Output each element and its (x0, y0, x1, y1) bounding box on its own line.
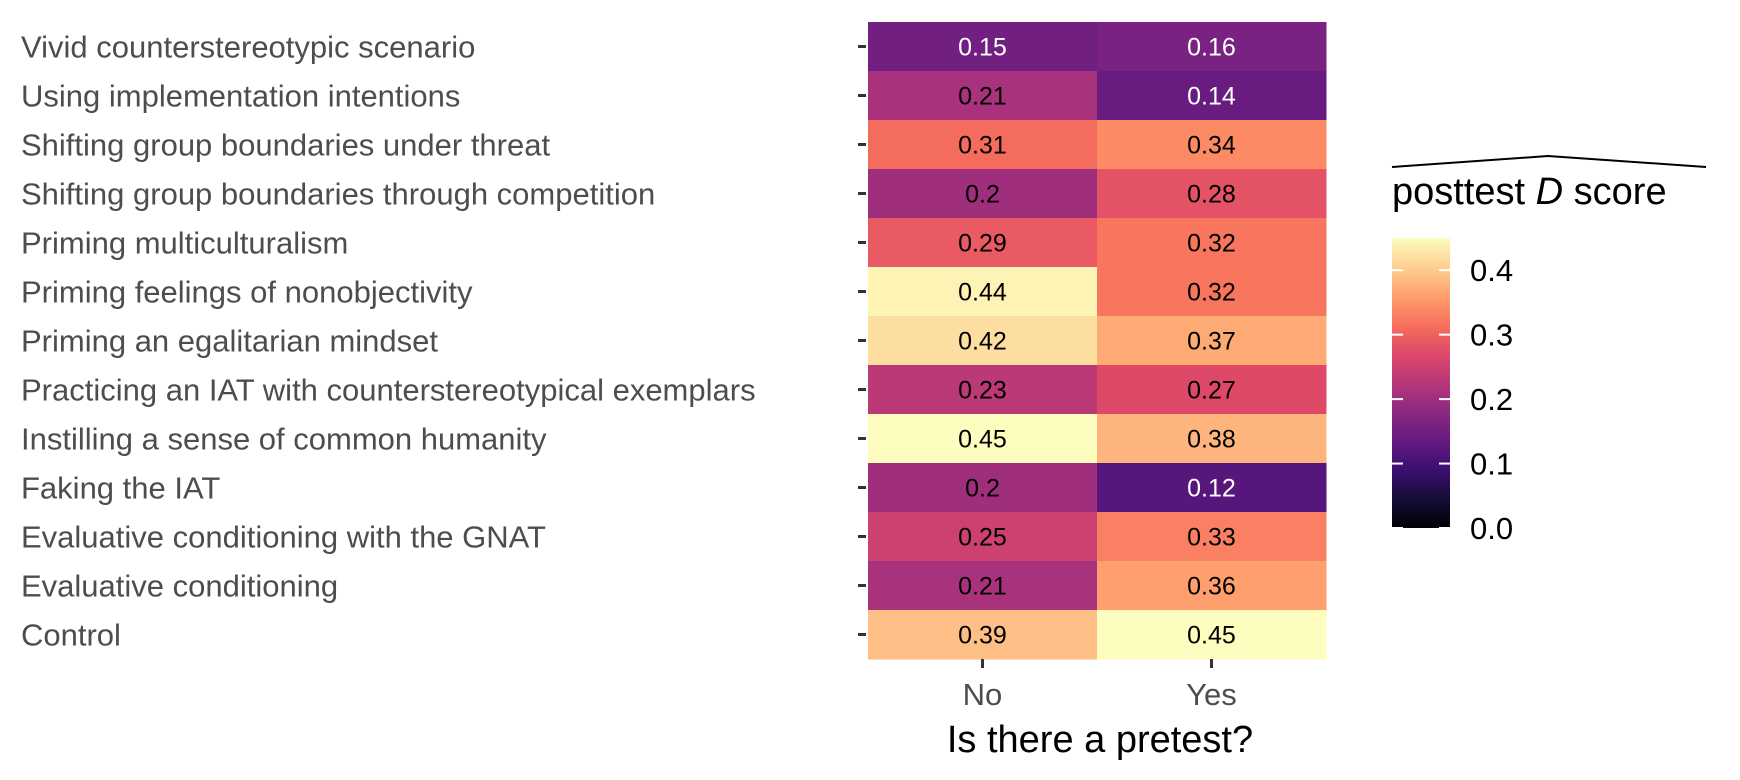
heatmap-cell-label: 0.34 (1187, 132, 1236, 160)
x-axis-ticks (981, 659, 1213, 668)
heatmap-cell (868, 120, 1098, 170)
y-tick-label: Evaluative conditioning with the GNAT (21, 520, 546, 555)
color-legend: posttest D score 0.0 0.1 0.2 0.3 0.4 (1391, 154, 1707, 546)
heatmap-cell-label: 0.29 (958, 230, 1007, 258)
legend-title-suffix: score (1563, 171, 1666, 213)
y-tick-label: Control (21, 618, 121, 653)
heatmap-cell (868, 610, 1098, 660)
legend-tick-label: 0.0 (1470, 511, 1513, 546)
y-tick-label: Shifting group boundaries under threat (21, 128, 550, 163)
heatmap-cells (868, 22, 1327, 660)
heatmap-cell-label: 0.33 (1187, 524, 1236, 552)
y-tick-label: Evaluative conditioning (21, 569, 338, 604)
y-tick-label: Priming an egalitarian mindset (21, 324, 438, 359)
heatmap-cell (1097, 561, 1327, 611)
y-axis-labels: Vivid counterstereotypic scenario Using i… (21, 30, 756, 653)
y-tick-label: Instilling a sense of common humanity (21, 422, 547, 457)
heatmap-cell-label: 0.12 (1187, 475, 1236, 503)
heatmap-cell (868, 169, 1098, 219)
x-tick-label: No (963, 677, 1003, 712)
legend-tick-label: 0.1 (1470, 447, 1513, 482)
heatmap-cell (1097, 120, 1327, 170)
legend-title: posttest D score (1392, 171, 1667, 213)
heatmap-cell (1097, 22, 1327, 72)
heatmap-cell (1097, 463, 1327, 513)
heatmap-cell-label: 0.44 (958, 279, 1007, 307)
heatmap-cell-label: 0.37 (1187, 328, 1236, 356)
heatmap-cell-label: 0.15 (958, 34, 1007, 62)
heatmap-cell-label: 0.2 (965, 181, 1000, 209)
x-axis-labels: No Yes (963, 677, 1237, 712)
heatmap-cell (1097, 610, 1327, 660)
legend-title-bracket (1391, 154, 1707, 168)
heatmap-cell (868, 71, 1098, 121)
heatmap-cell (868, 316, 1098, 366)
heatmap-cell-label: 0.39 (958, 622, 1007, 650)
legend-tick-label: 0.4 (1470, 253, 1513, 288)
heatmap-cell (868, 561, 1098, 611)
heatmap-cell (1097, 218, 1327, 268)
heatmap-cell-label: 0.14 (1187, 83, 1236, 111)
y-tick-label: Practicing an IAT with counterstereotypi… (21, 373, 756, 408)
heatmap-cell (1097, 365, 1327, 415)
heatmap-cell (868, 512, 1098, 562)
y-tick-label: Shifting group boundaries through compet… (21, 177, 655, 212)
y-tick-label: Priming multiculturalism (21, 226, 348, 261)
heatmap-cell-label: 0.21 (958, 573, 1007, 601)
heatmap-cell (1097, 414, 1327, 464)
heatmap-cell (1097, 169, 1327, 219)
legend-title-italic: D (1536, 171, 1563, 213)
heatmap-cell-label: 0.36 (1187, 573, 1236, 601)
heatmap-cell (868, 218, 1098, 268)
y-axis-ticks (858, 45, 866, 636)
heatmap-cell (868, 267, 1098, 317)
heatmap-cell (868, 463, 1098, 513)
heatmap-cell-label: 0.23 (958, 377, 1007, 405)
heatmap-cell (868, 365, 1098, 415)
heatmap-cell-label: 0.25 (958, 524, 1007, 552)
heatmap-cell-label: 0.32 (1187, 279, 1236, 307)
heatmap-cell-label: 0.21 (958, 83, 1007, 111)
heatmap-cell-label: 0.32 (1187, 230, 1236, 258)
heatmap-cell-label: 0.2 (965, 475, 1000, 503)
heatmap-cell-label: 0.45 (958, 426, 1007, 454)
y-tick-label: Faking the IAT (21, 471, 220, 506)
heatmap-cell-label: 0.45 (1187, 622, 1236, 650)
heatmap-cell-label: 0.31 (958, 132, 1007, 160)
y-tick-label: Using implementation intentions (21, 79, 460, 114)
heatmap-cell-label: 0.27 (1187, 377, 1236, 405)
heatmap-cell-label: 0.42 (958, 328, 1007, 356)
heatmap-cell-labels: 0.15 0.16 0.21 0.14 0.31 0.34 0.2 0.28 0.29 0.32 0… (958, 34, 1236, 650)
x-tick-label: Yes (1186, 677, 1237, 712)
y-tick-label: Vivid counterstereotypic scenario (21, 30, 475, 65)
heatmap-cell-label: 0.38 (1187, 426, 1236, 454)
heatmap-cell (1097, 512, 1327, 562)
heatmap-cell-label: 0.16 (1187, 34, 1236, 62)
legend-ticks: 0.0 0.1 0.2 0.3 0.4 (1392, 253, 1513, 546)
heatmap-cell (1097, 267, 1327, 317)
heatmap-cell (1097, 71, 1327, 121)
heatmap-cell-label: 0.28 (1187, 181, 1236, 209)
legend-title-prefix: posttest (1392, 171, 1536, 213)
y-tick-label: Priming feelings of nonobjectivity (21, 275, 473, 310)
heatmap-cell (1097, 316, 1327, 366)
x-axis-title: Is there a pretest? (947, 719, 1253, 761)
legend-tick-label: 0.3 (1470, 318, 1513, 353)
heatmap-cell (868, 22, 1098, 72)
heatmap-cell (868, 414, 1098, 464)
legend-tick-label: 0.2 (1470, 382, 1513, 417)
legend-colorbar (1392, 238, 1450, 528)
